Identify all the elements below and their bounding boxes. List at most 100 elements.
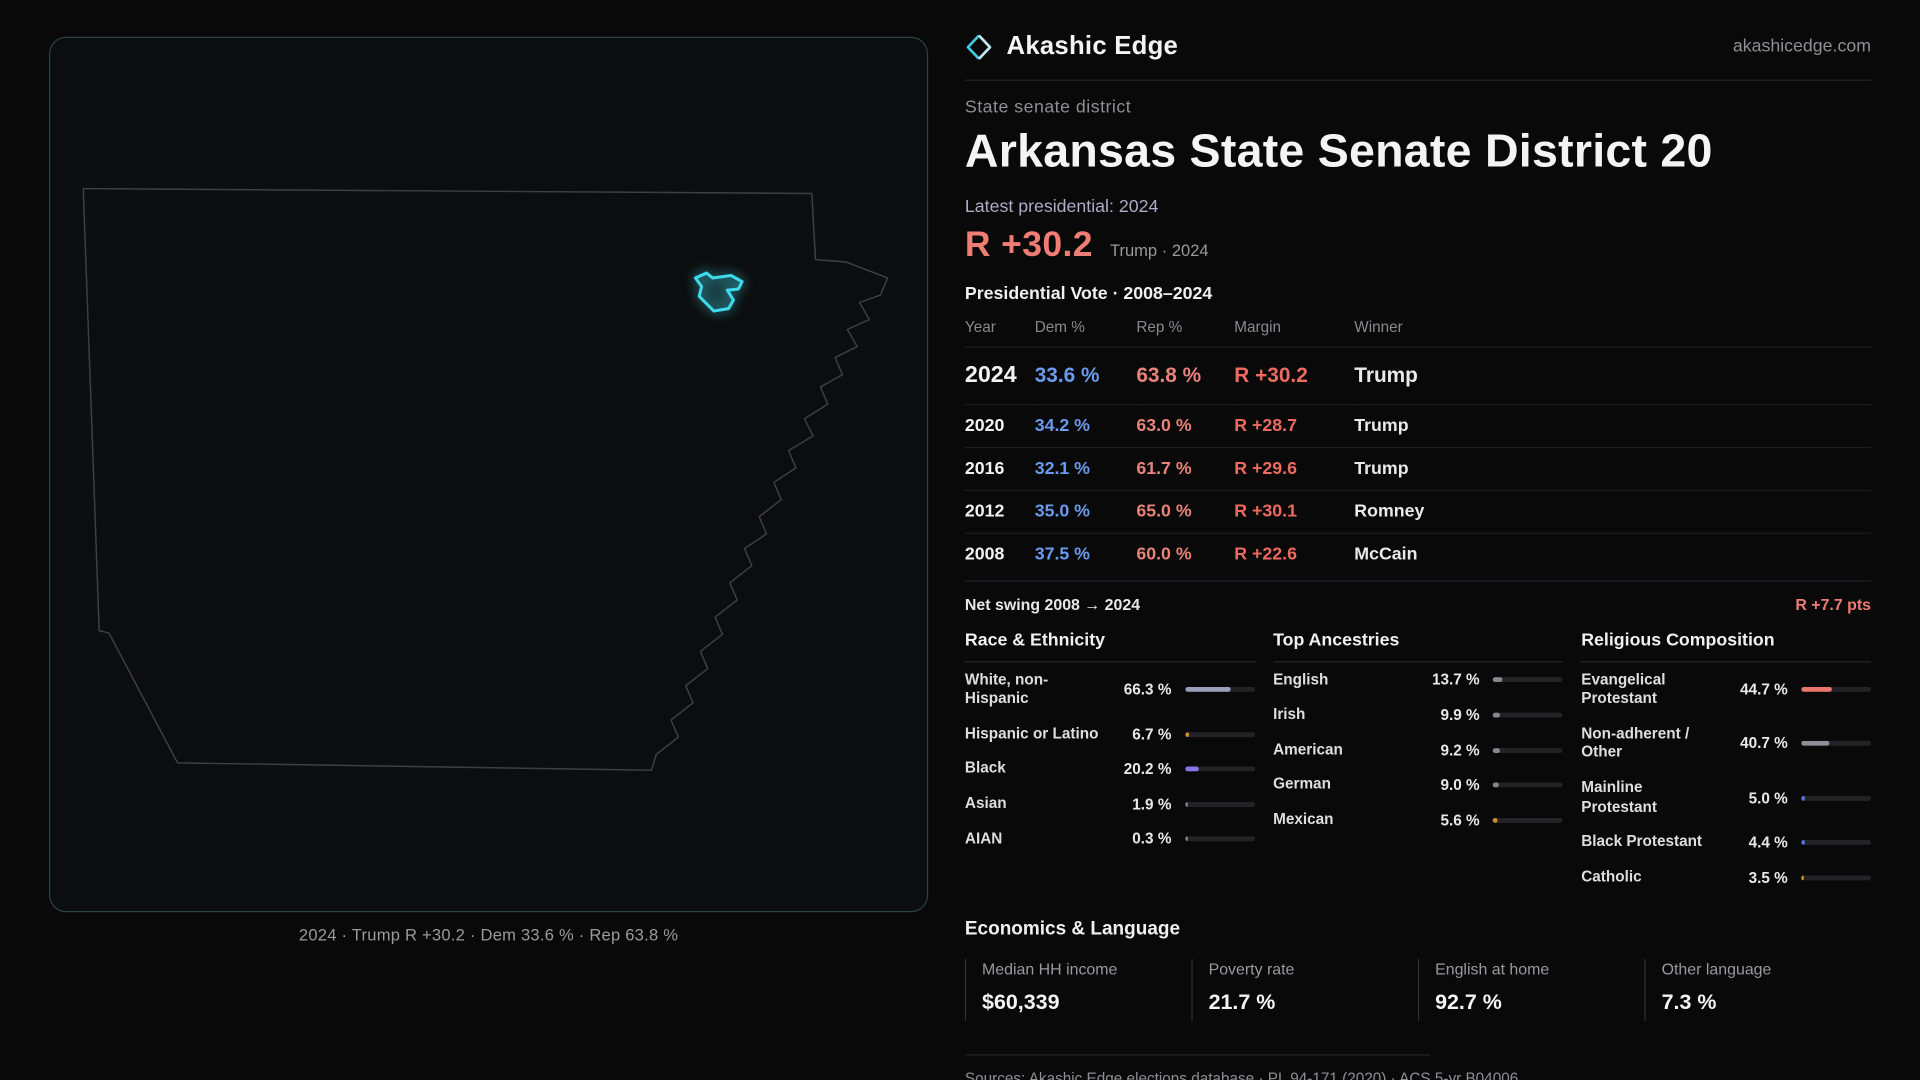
stat-label: Poverty rate: [1208, 959, 1295, 979]
brand-name: Akashic Edge: [1006, 31, 1179, 60]
demo-row: Non-adherent / Other 40.7 %: [1581, 717, 1872, 771]
demo-value: 9.0 %: [1440, 776, 1480, 794]
demo-bar: [1184, 731, 1255, 737]
table-header-row: Year Dem % Rep % Margin Winner: [965, 313, 1871, 347]
cell-dem: 32.1 %: [1034, 446, 1137, 491]
top-ancestries-column: Top Ancestries English 13.7 % Irish 9.9 …: [1273, 631, 1563, 895]
demo-row: American 9.2 %: [1273, 733, 1563, 768]
stat-label: English at home: [1435, 959, 1550, 979]
cell-winner: Romney: [1354, 489, 1872, 534]
cell-year: 2024: [964, 346, 1035, 405]
cell-margin: R +30.1: [1234, 489, 1355, 534]
stat-value: 21.7 %: [1208, 989, 1276, 1014]
cell-margin: R +28.7: [1234, 404, 1355, 448]
table-row: 2012 35.0 % 65.0 % R +30.1 Romney: [964, 489, 1872, 534]
cell-rep: 61.7 %: [1136, 446, 1235, 491]
table-row: 2024 33.6 % 63.8 % R +30.2 Trump: [964, 346, 1872, 405]
demo-row: Asian 1.9 %: [965, 787, 1255, 822]
stat-poverty-rate: Poverty rate 21.7 %: [1191, 958, 1418, 1022]
demo-bar: [1801, 840, 1872, 845]
demo-bar: [1493, 782, 1563, 788]
col-winner: Winner: [1354, 318, 1403, 336]
race-ethnicity-column: Race & Ethnicity White, non-Hispanic 66.…: [964, 631, 1255, 895]
table-row: 2016 32.1 % 61.7 % R +29.6 Trump: [964, 446, 1872, 491]
demo-value: 5.0 %: [1748, 789, 1788, 807]
map-panel: [48, 36, 929, 913]
cell-margin: R +22.6: [1234, 532, 1355, 576]
demo-value: 5.6 %: [1440, 811, 1480, 829]
latest-presidential-label: Latest presidential: 2024: [964, 197, 1159, 217]
stat-english-at-home: English at home 92.7 %: [1417, 958, 1645, 1022]
diamond-icon: [965, 32, 993, 60]
cell-dem: 34.2 %: [1034, 404, 1137, 448]
presidential-vote-table: Year Dem % Rep % Margin Winner 2024 33.6…: [964, 313, 1872, 576]
cell-dem: 33.6 %: [1034, 346, 1137, 405]
demo-label: White, non-Hispanic: [964, 670, 1049, 707]
demo-row: Evangelical Protestant 44.7 %: [1581, 662, 1872, 716]
stat-value: $60,339: [982, 989, 1060, 1014]
headline-margin-sub: Trump · 2024: [1109, 241, 1209, 260]
demo-bar: [1184, 836, 1255, 842]
col-margin: Margin: [1234, 318, 1282, 336]
demo-label: Mexican: [1273, 810, 1334, 828]
demo-bar: [1493, 817, 1563, 823]
demo-bar: [1184, 687, 1255, 692]
demo-bar: [1801, 795, 1872, 801]
demo-value: 13.7 %: [1431, 671, 1480, 689]
page-title: Arkansas State Senate District 20: [964, 126, 1713, 178]
demo-bar: [1493, 677, 1563, 683]
demo-bar: [1184, 766, 1255, 772]
cell-margin: R +29.6: [1234, 446, 1355, 491]
district-highlight-shape[interactable]: [693, 271, 744, 313]
col-rep: Rep %: [1136, 318, 1183, 336]
demo-label: Non-adherent / Other: [1581, 724, 1690, 761]
cell-rep: 65.0 %: [1136, 489, 1235, 534]
economics-stats: Median HH income $60,339 Poverty rate 21…: [964, 958, 1871, 1022]
demo-label: Black: [964, 759, 1006, 777]
stat-label: Other language: [1661, 959, 1772, 979]
demo-label: Asian: [964, 794, 1007, 812]
demo-row: Mainline Protestant 5.0 %: [1581, 771, 1872, 825]
state-outline: [82, 187, 889, 771]
demo-label: Mainline Protestant: [1581, 778, 1657, 816]
demo-value: 20.2 %: [1123, 760, 1172, 778]
demo-label: Irish: [1273, 705, 1306, 723]
demo-label: AIAN: [964, 829, 1003, 847]
demo-value: 1.9 %: [1132, 795, 1172, 813]
cell-winner: McCain: [1354, 532, 1872, 576]
net-swing-label: Net swing 2008 → 2024: [964, 595, 1141, 614]
demo-bar: [1801, 875, 1872, 881]
demo-label: German: [1273, 775, 1331, 793]
demo-row: Black 20.2 %: [965, 752, 1255, 787]
section-title: Race & Ethnicity: [964, 631, 1255, 663]
table-row: 2008 37.5 % 60.0 % R +22.6 McCain: [964, 532, 1872, 576]
cell-dem: 35.0 %: [1034, 489, 1137, 534]
demo-row: Black Protestant 4.4 %: [1581, 825, 1872, 860]
demo-bar: [1184, 801, 1255, 807]
cell-winner: Trump: [1354, 346, 1872, 405]
stat-value: 92.7 %: [1435, 989, 1502, 1014]
demo-label: English: [1273, 670, 1329, 688]
demo-value: 66.3 %: [1123, 680, 1172, 699]
site-link[interactable]: akashicedge.com: [1732, 36, 1872, 57]
demo-bar: [1801, 687, 1872, 692]
section-title: Top Ancestries: [1273, 631, 1563, 663]
demo-row: Mexican 5.6 %: [1273, 803, 1563, 838]
demo-value: 0.3 %: [1132, 830, 1172, 848]
demo-row: Catholic 3.5 %: [1581, 860, 1872, 895]
cell-year: 2016: [964, 446, 1035, 491]
cell-dem: 37.5 %: [1034, 532, 1137, 576]
cell-rep: 63.8 %: [1136, 346, 1235, 405]
demographics-section: Race & Ethnicity White, non-Hispanic 66.…: [964, 631, 1872, 895]
headline-margin: R +30.2 Trump · 2024: [965, 225, 1871, 265]
demo-row: German 9.0 %: [1273, 768, 1563, 803]
demo-bar: [1801, 741, 1872, 747]
demo-label: Black Protestant: [1581, 832, 1703, 851]
cell-winner: Trump: [1354, 404, 1872, 448]
cell-year: 2012: [964, 489, 1035, 534]
footer-divider: [964, 1054, 1431, 1056]
demo-row: Hispanic or Latino 6.7 %: [965, 717, 1255, 752]
demo-value: 9.9 %: [1440, 706, 1480, 724]
district-kicker: State senate district: [964, 97, 1132, 118]
